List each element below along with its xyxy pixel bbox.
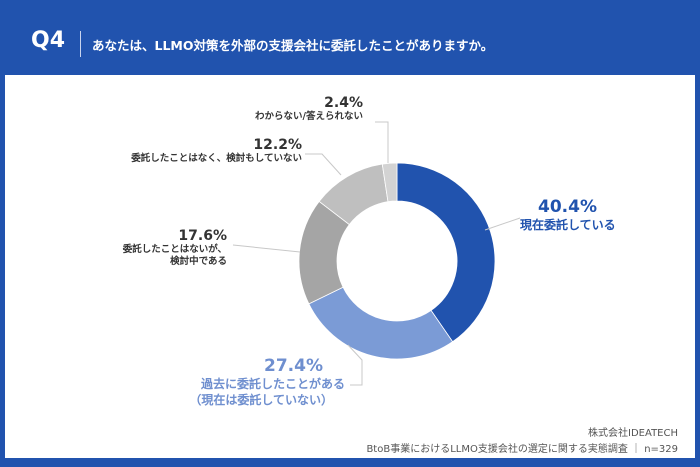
slice-2-pct: 17.6% (178, 228, 227, 244)
slice-2-label: 委託したことはないが、 (122, 244, 227, 255)
label-slice-0: 40.4% 現在委託している (520, 198, 616, 233)
slice-1-label: 過去に委託したことがある (200, 377, 345, 391)
question-text: あなたは、LLMO対策を外部の支援会社に委託したことがありますか。 (92, 38, 494, 53)
slice-0-pct: 40.4% (538, 197, 597, 217)
slice-3-pct: 12.2% (253, 137, 302, 153)
leader-line-4 (375, 121, 389, 163)
leader-line-0 (484, 217, 521, 231)
chart-card (5, 75, 695, 458)
footer-company: 株式会社IDEATECH (588, 428, 678, 439)
divider (80, 31, 81, 57)
slice-1-pct: 27.4% (264, 356, 323, 376)
label-slice-3: 12.2% 委託したことはなく、検討もしていない (131, 137, 302, 165)
slice-4-pct: 2.4% (324, 95, 363, 111)
slice-2-label2: 検討中である (170, 256, 227, 267)
donut-slice-0 (396, 162, 496, 343)
label-slice-2: 17.6% 委託したことはないが、 検討中である (123, 228, 227, 268)
donut-slice-1 (308, 286, 454, 360)
question-number: Q4 (31, 28, 66, 53)
slice-1-label2: （現在は委託していない） (189, 393, 333, 407)
footer-source: BtoB事業におけるLLMO支援会社の選定に関する実態調査 ｜ n=329 (366, 444, 678, 455)
donut-slice-4 (381, 162, 398, 203)
label-slice-1: 27.4% 過去に委託したことがある （現在は委託していない） (155, 357, 345, 408)
slice-0-label: 現在委託している (520, 218, 616, 232)
label-slice-4: 2.4% わからない/答えられない (255, 95, 363, 123)
slice-4-label: わからない/答えられない (255, 111, 363, 122)
leader-line-2 (232, 244, 301, 253)
slice-3-label: 委託したことはなく、検討もしていない (131, 153, 302, 164)
leader-line-3 (305, 153, 342, 176)
header: Q4 あなたは、LLMO対策を外部の支援会社に委託したことがありますか。 (0, 0, 700, 75)
leader-line-1 (347, 344, 363, 386)
